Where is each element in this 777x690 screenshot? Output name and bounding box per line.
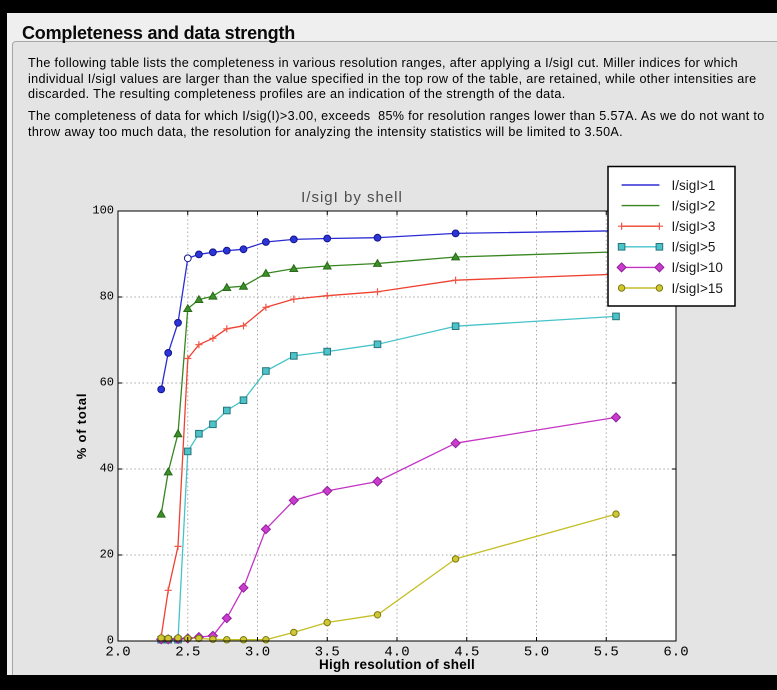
svg-text:I/sigI>3: I/sigI>3 <box>672 219 716 234</box>
svg-text:0: 0 <box>107 634 114 648</box>
svg-text:5.5: 5.5 <box>594 644 619 660</box>
svg-text:4.0: 4.0 <box>384 644 409 660</box>
svg-text:% of total: % of total <box>74 393 89 460</box>
svg-text:100: 100 <box>92 204 114 218</box>
svg-text:60: 60 <box>100 376 114 390</box>
svg-text:3.0: 3.0 <box>245 644 270 660</box>
svg-text:I/sigI>10: I/sigI>10 <box>672 260 723 275</box>
svg-text:I/sigI>15: I/sigI>15 <box>672 281 723 296</box>
svg-text:2.0: 2.0 <box>105 644 130 660</box>
svg-text:I/sigI>2: I/sigI>2 <box>672 198 716 213</box>
svg-text:6.0: 6.0 <box>663 644 688 660</box>
svg-text:3.5: 3.5 <box>315 644 340 660</box>
svg-text:2.5: 2.5 <box>175 644 200 660</box>
svg-text:I/sigI>1: I/sigI>1 <box>672 178 716 193</box>
svg-text:80: 80 <box>100 290 114 304</box>
svg-text:20: 20 <box>100 548 114 562</box>
svg-text:High resolution of shell: High resolution of shell <box>319 657 475 672</box>
svg-text:40: 40 <box>100 462 114 476</box>
svg-text:I/sigI by shell: I/sigI by shell <box>301 189 403 206</box>
svg-text:4.5: 4.5 <box>454 644 479 660</box>
svg-text:I/sigI>5: I/sigI>5 <box>672 240 716 255</box>
svg-text:5.0: 5.0 <box>524 644 549 660</box>
